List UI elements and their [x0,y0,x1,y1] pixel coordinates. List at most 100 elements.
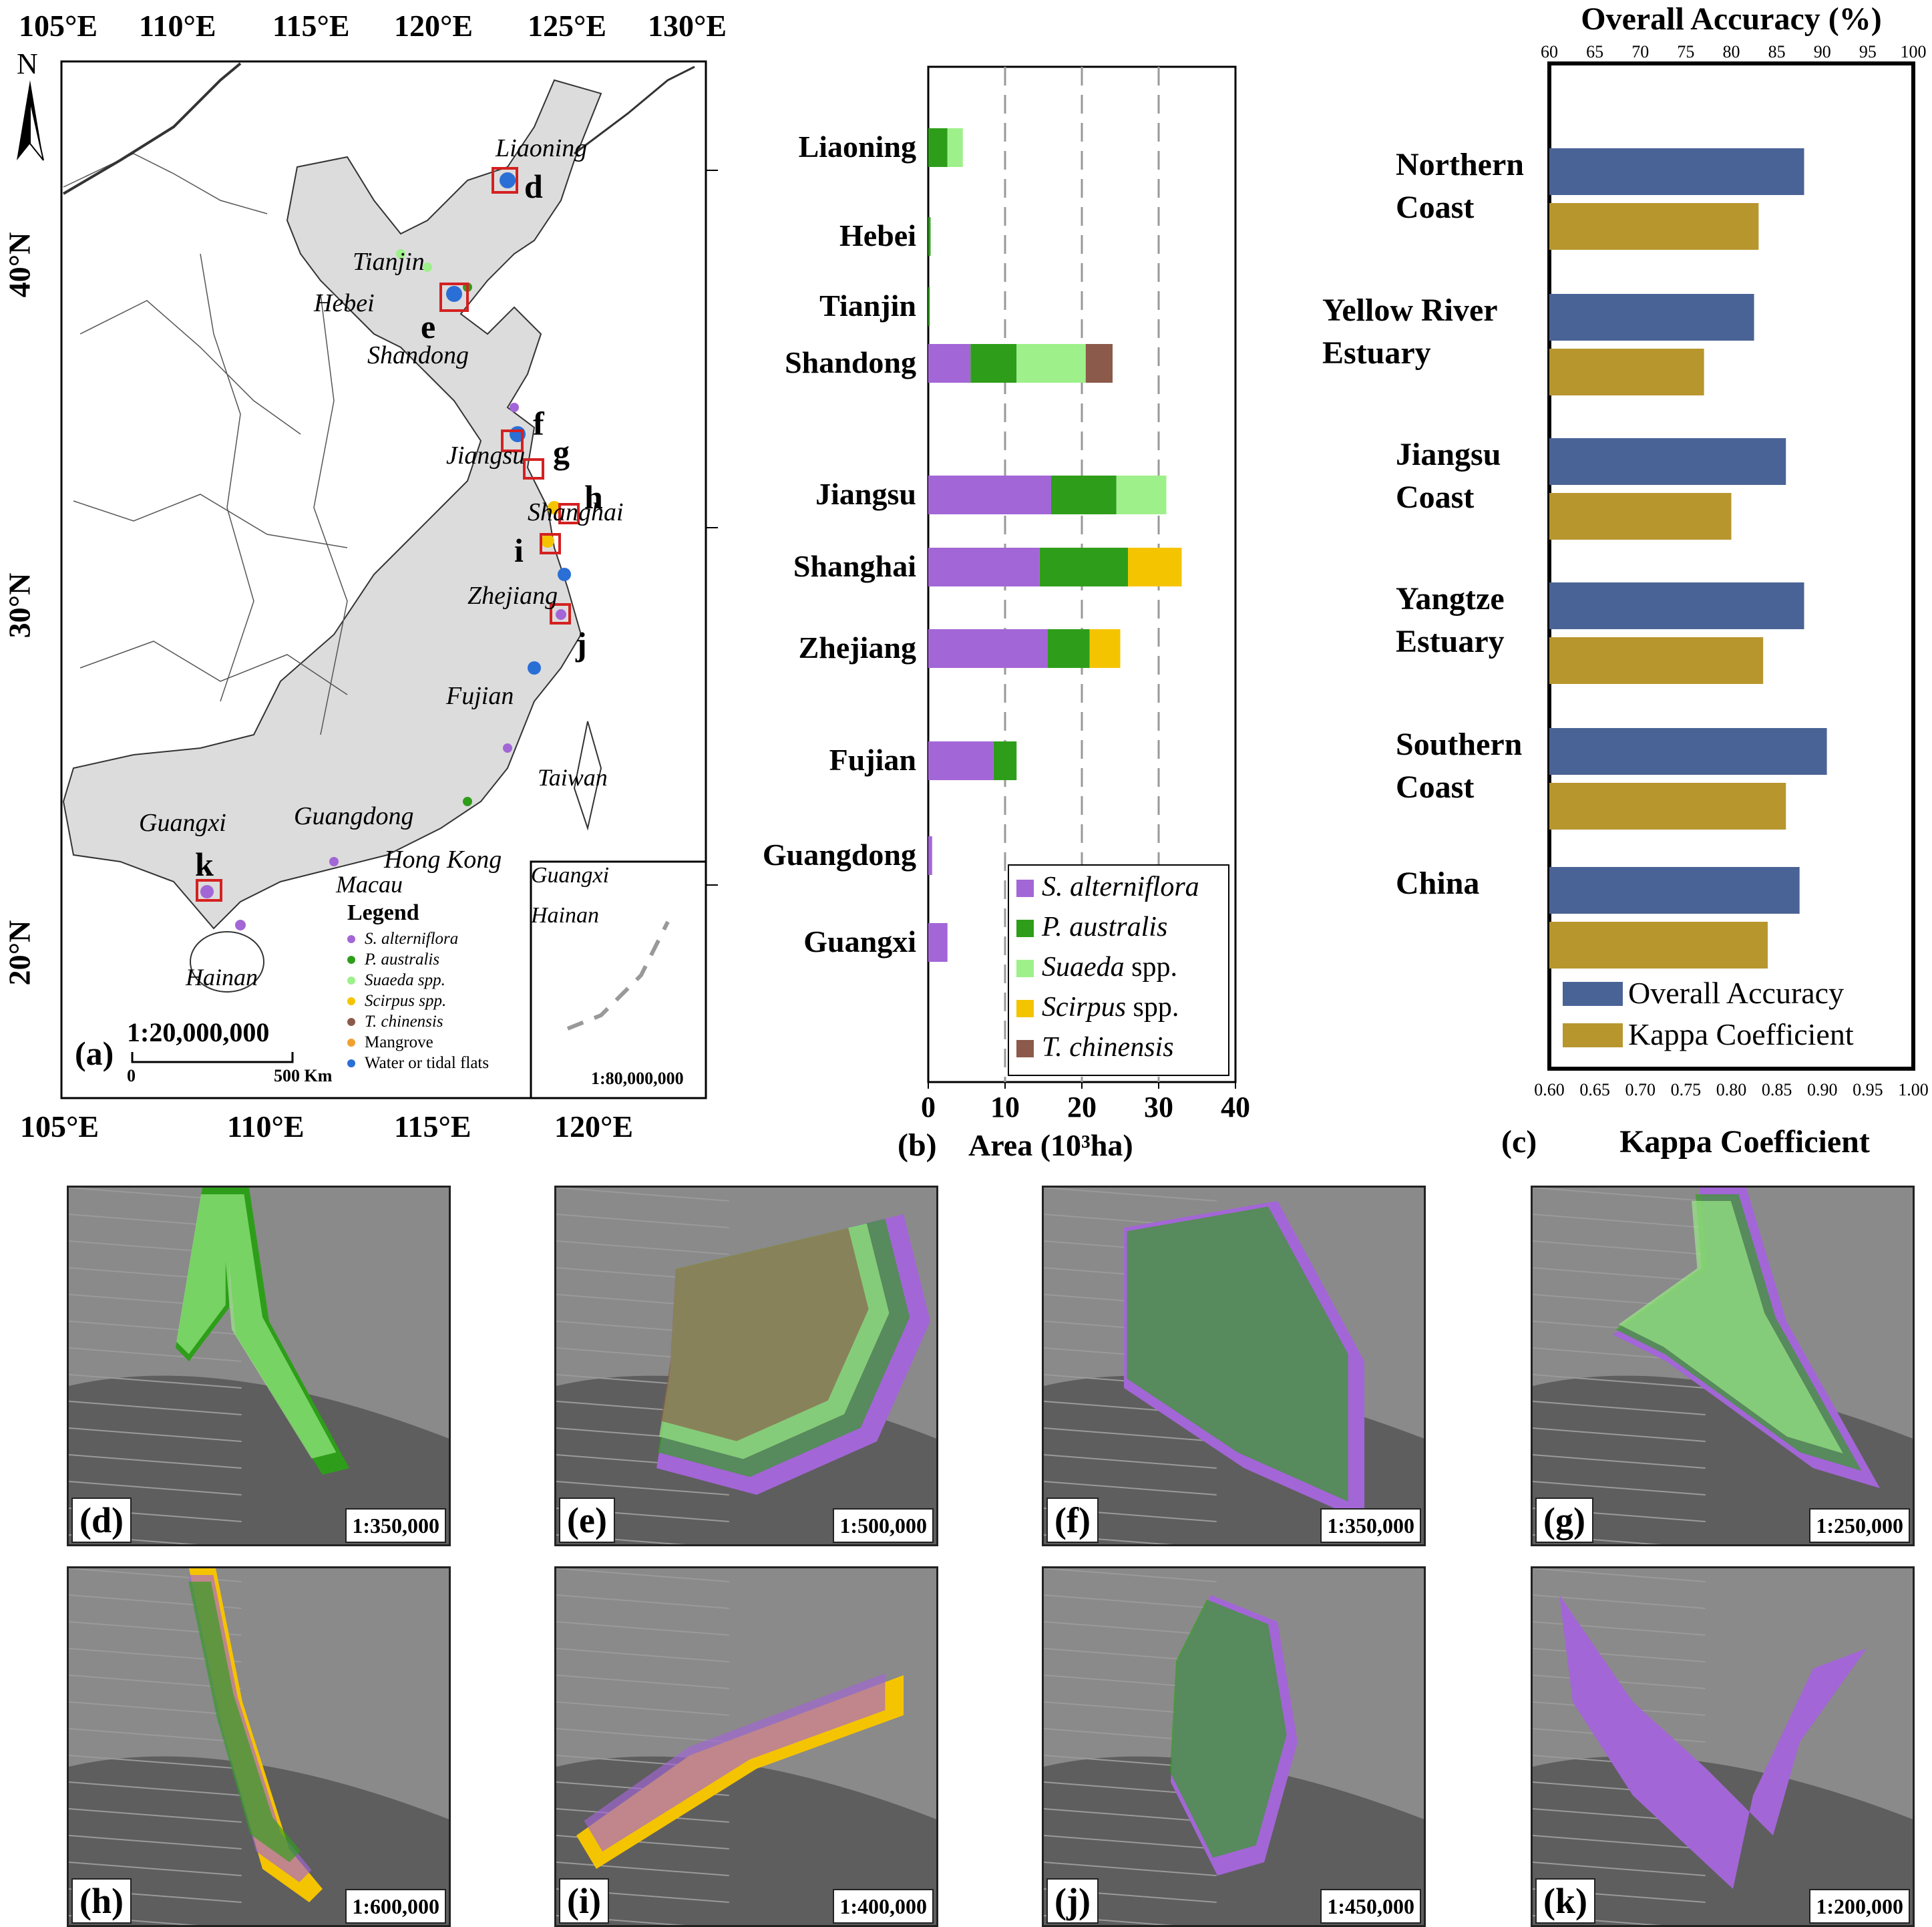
area-chart-panel: Liaoning Hebei Tianjin Shandong Jiangsu Shang… [728,53,1262,1189]
tile-scale: 1:350,000 [345,1508,446,1543]
province-label: Shandong [367,341,469,369]
lon-label: 120°E [394,9,473,43]
bar-segment [928,741,994,780]
category-label: Yangtze [1396,581,1505,617]
bottom-axis-title: Kappa Coefficient [1619,1124,1870,1160]
lon-label: 130°E [648,9,727,43]
bar-segment [1039,548,1128,586]
tile-texture [1533,1454,1706,1469]
legend-label: S. alterniflora [365,930,459,948]
bar-segment [970,344,1017,383]
tile-image [69,1188,449,1544]
legend-label: P. australis [1041,912,1167,942]
legend-swatch [1016,920,1034,937]
tile-scale: 1:200,000 [1809,1889,1910,1924]
province-label: Hong Kong [384,846,502,874]
tile-texture [556,1188,729,1202]
kappa-bar [1549,783,1786,830]
lon-label: 125°E [528,9,607,43]
tile-texture [556,1648,729,1662]
bar-segment [928,923,948,962]
province-label: Macau [336,871,403,898]
map-legend: Legend S. alterniflora P. australis Suaeda… [347,900,534,1073]
tile-label: (i) [559,1878,609,1924]
legend-swatch [1563,1023,1623,1047]
bar-segment [928,217,931,256]
bottom-tick-label: 0.75 [1671,1080,1702,1099]
bottom-tick-label: 0.90 [1807,1080,1838,1099]
legend-swatch [347,955,355,964]
tile-texture [1533,1835,1706,1850]
site-letter: h [584,478,603,516]
legend-swatch [1016,1000,1034,1017]
legend-label: Water or tidal flats [365,1054,490,1072]
bottom-tick-label: 0.95 [1853,1080,1883,1099]
panel-label-a: (a) [75,1035,114,1072]
accuracy-bar [1549,582,1804,629]
tile-texture [556,1862,729,1876]
top-tick-label: 95 [1859,42,1877,61]
category-label: Guangxi [803,924,916,958]
legend-swatch [1563,982,1623,1006]
accuracy-chart-panel: Overall Accuracy (%) 60 65 70 75 80 85 90 95 100 0… [1309,0,1930,1176]
tile-texture [69,1728,242,1743]
top-tick-label: 90 [1814,42,1831,61]
accuracy-bar [1549,294,1754,341]
category-label: Northern [1396,147,1524,182]
x-axis-title: Area (10³ha) [968,1128,1133,1162]
tile-texture [1533,1214,1706,1228]
lon-label: 110°E [139,9,216,43]
tile-scale: 1:250,000 [1809,1508,1910,1543]
tile-texture [69,1862,242,1876]
tile-texture [1044,1568,1217,1582]
vegetation-patch [176,1194,337,1459]
top-tick-label: 100 [1901,42,1927,61]
tile-label: (d) [71,1498,132,1543]
tile-scale: 1:400,000 [833,1889,934,1924]
province-label: Taiwan [538,764,608,791]
tile-scale: 1:500,000 [833,1508,934,1543]
tile-texture [69,1481,242,1496]
legend-label: S. alterniflora [1042,872,1199,902]
tile-image [1533,1568,1913,1925]
legend-item: P. australis [347,949,534,970]
taiwan-island [573,721,602,831]
scale-bar [131,1052,294,1063]
tile-texture [1533,1648,1706,1662]
north-label: N [17,47,38,80]
scale-ratio: 1:20,000,000 [127,1017,270,1047]
province-label: Tianjin [353,248,425,276]
legend-title: Legend [347,900,419,925]
tile-texture [69,1401,242,1415]
legend-box [1008,864,1229,1076]
x-tick-label: 0 [921,1091,936,1123]
category-label: Shandong [785,345,916,379]
tile-label: (k) [1535,1878,1595,1924]
category-label: Jiangsu [815,477,916,511]
map-tile: (i) 1:400,000 [554,1566,938,1927]
tile-texture [1533,1401,1706,1415]
legend-swatch [347,1038,355,1047]
hainan-island [190,931,264,993]
tile-texture [69,1347,242,1362]
tile-texture [69,1755,242,1769]
tile-texture [556,1240,729,1255]
tile-texture [556,1481,729,1496]
site-boxes [196,167,580,902]
tile-texture [1044,1594,1217,1609]
inset-dash-line [566,920,670,1031]
top-tick-label: 80 [1723,42,1740,61]
kappa-bar [1549,349,1704,395]
tile-texture [1044,1427,1217,1442]
bar-segment [1016,344,1086,383]
tile-texture [1533,1568,1706,1582]
legend-label: Scirpus spp. [1042,992,1179,1023]
legend-label: P. australis [365,950,440,969]
bottom-tick-label: 0.80 [1716,1080,1747,1099]
map-tile: (g) 1:250,000 [1531,1186,1915,1546]
legend-swatch [347,934,355,943]
bar-segment [928,344,971,383]
legend-label: T. chinensis [1042,1032,1174,1063]
tile-image [556,1568,936,1925]
accuracy-chart-svg: Overall Accuracy (%) 60 65 70 75 80 85 90 95 100 0… [1322,1,1929,1160]
